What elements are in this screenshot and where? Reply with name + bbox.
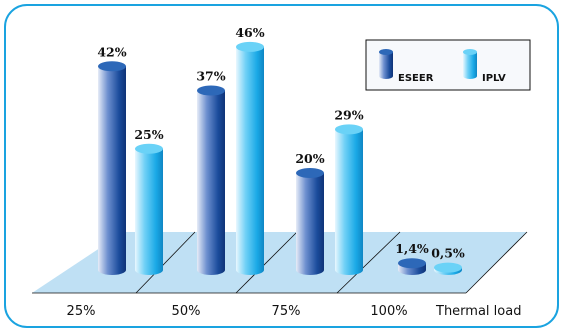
x-axis-categories: 25% 50% 75% 100%	[67, 304, 408, 319]
bar-eseer-1	[98, 61, 126, 275]
bar-eseer-4	[398, 258, 426, 275]
floor-dividers	[32, 231, 528, 294]
bar-label-iplv-4: 0,5%	[431, 246, 465, 261]
bar-iplv-1	[135, 143, 163, 275]
bar-label-eseer-1: 42%	[97, 44, 126, 59]
bar-label-iplv-3: 29%	[334, 107, 363, 122]
legend-item-eseer: ESEER	[379, 49, 434, 84]
bar-iplv-3	[335, 124, 363, 275]
bar-eseer-2	[197, 85, 225, 275]
legend: ESEER IPLV	[365, 39, 531, 91]
x-axis-label: Thermal load	[435, 304, 521, 319]
legend-box	[365, 39, 531, 91]
bars	[98, 41, 462, 276]
x-tick-1: 25%	[67, 304, 96, 319]
bar-label-iplv-1: 25%	[134, 127, 163, 142]
x-tick-3: 75%	[272, 304, 301, 319]
x-tick-2: 50%	[172, 304, 201, 319]
legend-label-eseer: ESEER	[398, 73, 434, 84]
bar-iplv-4	[434, 262, 462, 275]
bar-label-eseer-4: 1,4%	[395, 241, 429, 256]
legend-label-iplv: IPLV	[482, 73, 506, 84]
bar-eseer-3	[296, 168, 324, 275]
x-tick-4: 100%	[370, 304, 407, 319]
bar-label-eseer-2: 37%	[196, 69, 225, 84]
bar-label-eseer-3: 20%	[295, 151, 324, 166]
bar-label-iplv-2: 46%	[235, 25, 264, 40]
legend-item-iplv: IPLV	[463, 49, 506, 84]
bar-labels: 42% 25% 37% 46% 20% 29% 1,4% 0,5%	[97, 25, 465, 261]
bar-iplv-2	[236, 41, 264, 276]
